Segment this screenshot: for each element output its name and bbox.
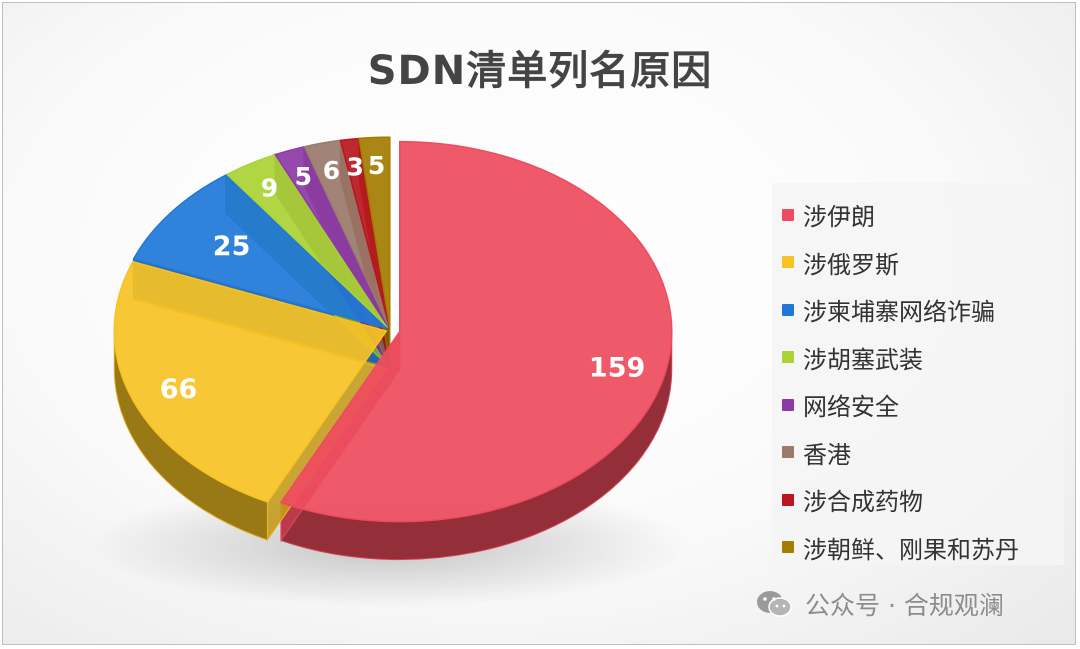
legend-label: 涉柬埔寨网络诈骗 (803, 298, 995, 327)
legend-label: 涉合成药物 (803, 488, 923, 517)
legend-item: 涉合成药物 (782, 476, 1064, 524)
legend: 涉伊朗涉俄罗斯涉柬埔寨网络诈骗 涉胡塞武装网络安全香港涉合成药物涉朝鲜、刚果和苏丹 (772, 183, 1064, 565)
legend-item: 网络安全 (782, 381, 1064, 429)
legend-label: 涉伊朗 (803, 203, 875, 232)
data-label-4: 9 (261, 174, 278, 203)
legend-swatch (782, 493, 794, 506)
data-label-2: 66 (160, 374, 198, 405)
legend-label: 涉胡塞武装 (803, 345, 923, 374)
legend-swatch (782, 541, 794, 554)
legend-item: 涉胡塞武装 (782, 334, 1064, 382)
pie-slice-1 (279, 140, 673, 523)
watermark: 公众号 · 合规观澜 (755, 586, 1004, 622)
legend-swatch (782, 446, 794, 459)
legend-label: 涉朝鲜、刚果和苏丹 (803, 535, 1019, 564)
pie-slice-2 (113, 260, 388, 503)
legend-item: 涉柬埔寨网络诈骗 (782, 286, 1064, 334)
data-label-6: 6 (323, 156, 340, 185)
watermark-text: 公众号 · 合规观澜 (805, 591, 1004, 620)
chart-title: SDN清单列名原因 (367, 48, 713, 94)
data-label-5: 5 (295, 162, 312, 191)
legend-label: 香港 (803, 440, 851, 469)
data-label-7: 3 (346, 153, 363, 182)
legend-swatch (782, 351, 794, 364)
data-label-8: 5 (368, 151, 385, 180)
data-label-1: 159 (589, 352, 645, 383)
legend-item: 涉朝鲜、刚果和苏丹 (782, 524, 1064, 572)
legend-item: 香港 (782, 429, 1064, 477)
legend-swatch (782, 208, 794, 221)
wechat-icon (757, 591, 792, 617)
pie-tops (113, 136, 673, 523)
legend-item: 涉伊朗 (782, 191, 1064, 239)
pie-slice-3 (132, 174, 388, 330)
pie-slice-8 (358, 136, 391, 328)
legend-item: 涉俄罗斯 (782, 239, 1064, 287)
legend-label: 网络安全 (803, 393, 899, 422)
legend-label: 涉俄罗斯 (803, 250, 899, 279)
data-label-3: 25 (213, 231, 251, 262)
legend-swatch (782, 303, 794, 316)
legend-swatch (782, 398, 794, 411)
legend-swatch (782, 256, 794, 269)
